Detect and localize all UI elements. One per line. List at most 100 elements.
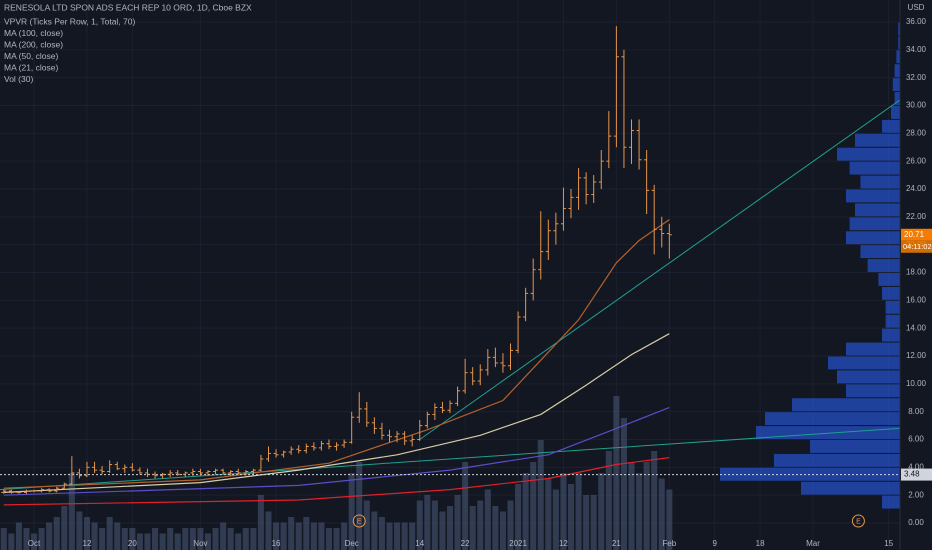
volume-bar [378,517,385,550]
volume-profile-bar [846,231,900,245]
volume-bar [265,511,272,550]
volume-bar [386,522,393,550]
volume-profile-bar [896,50,900,64]
volume-profile-bar [891,105,900,119]
volume-bar [220,522,227,550]
volume-profile-bar [855,133,900,147]
volume-bar [242,528,249,550]
volume-bar [31,533,38,550]
volume-bar [598,473,605,550]
y-tick-label: 24.00 [906,184,927,193]
volume-profile-bar [849,217,900,231]
volume-bar [567,484,575,550]
volume-bar [333,528,340,550]
volume-bar [620,418,627,550]
volume-bar [363,500,370,550]
indicator-legend: MA (200, close) [4,39,63,49]
y-tick-label: 26.00 [906,156,927,165]
volume-bar [515,484,522,550]
y-tick-label: 4.00 [908,462,924,471]
volume-bar [651,451,658,550]
volume-bar [227,528,234,550]
x-tick-label: Dec [345,539,359,548]
volume-bar [182,528,189,550]
volume-profile-bar [846,384,900,398]
indicator-legend: Vol (30) [4,74,33,84]
volume-profile-bar [860,245,900,259]
volume-bar [552,489,559,550]
volume-bar [23,528,30,550]
y-tick-label: 2.00 [908,490,924,499]
indicator-legend: VPVR (Ticks Per Row, 1, Total, 70) [4,16,135,26]
volume-bar [91,522,98,550]
indicator-legend: MA (100, close) [4,28,63,38]
volume-bar [492,506,499,550]
x-tick-label: 20 [128,539,137,548]
moving-average-line [3,219,670,489]
volume-bar [401,522,408,550]
volume-bar [409,522,416,550]
volume-bar [76,511,83,550]
price-tag [901,468,932,481]
volume-profile-bar [885,314,900,328]
x-tick-label: 14 [415,539,424,548]
volume-profile-bar [828,356,900,370]
y-tick-label: 16.00 [906,295,927,304]
volume-bar [454,495,461,550]
volume-bar [666,489,673,550]
x-tick-label: 12 [83,539,92,548]
y-tick-label: 30.00 [906,101,927,110]
earnings-marker [352,514,366,528]
volume-profile-bar [792,398,900,412]
volume-bar [280,522,287,550]
volume-bar [643,462,650,550]
volume-bar [8,533,15,550]
y-tick-label: 18.00 [906,268,927,277]
volume-bar [144,533,151,550]
y-tick-label: 0.00 [908,518,924,527]
volume-profile-bar [837,147,900,161]
trendline [0,427,901,491]
volume-bar [394,522,401,550]
volume-bar [152,528,159,550]
volume-profile-bar [765,412,900,426]
y-tick-label: 10.00 [906,379,927,388]
volume-bar [212,528,219,550]
y-tick-label: 28.00 [906,128,927,137]
earnings-label: E [856,518,861,525]
indicator-legend: MA (50, close) [4,51,58,61]
volume-profile-bar [892,78,900,92]
volume-profile-bar [860,175,900,189]
moving-average-line [3,406,670,496]
volume-bar [484,489,491,550]
plot-area [0,0,901,550]
y-tick-label: 36.00 [906,17,927,26]
x-tick-label: 18 [756,539,765,548]
volume-bar [545,478,552,550]
volume-bar [257,495,264,550]
volume-bar [628,462,635,550]
volume-bar [636,473,643,550]
y-tick-label: 34.00 [906,45,927,54]
x-tick-label: 16 [272,539,281,548]
x-tick-label: 2021 [509,539,527,548]
volume-bar [99,528,106,550]
volume-bar [197,528,204,550]
x-tick-label: 15 [884,539,893,548]
volume-profile-bar [878,272,900,286]
x-tick-label: 22 [461,539,470,548]
price-tag-label: 3.48 [904,470,920,479]
volume-profile-bar [894,92,900,105]
countdown-label: 04:11:02 [903,242,932,251]
volume-profile-bar [894,64,900,78]
y-tick-label: 22.00 [906,212,927,221]
volume-bar [575,473,582,550]
volume-bar [0,528,7,550]
y-tick-label: 14.00 [906,323,927,332]
volume-bar [68,473,75,550]
volume-bar [507,500,514,550]
volume-profile-bar [810,439,900,453]
volume-profile-bar [882,495,900,509]
volume-profile-bar [846,342,900,356]
